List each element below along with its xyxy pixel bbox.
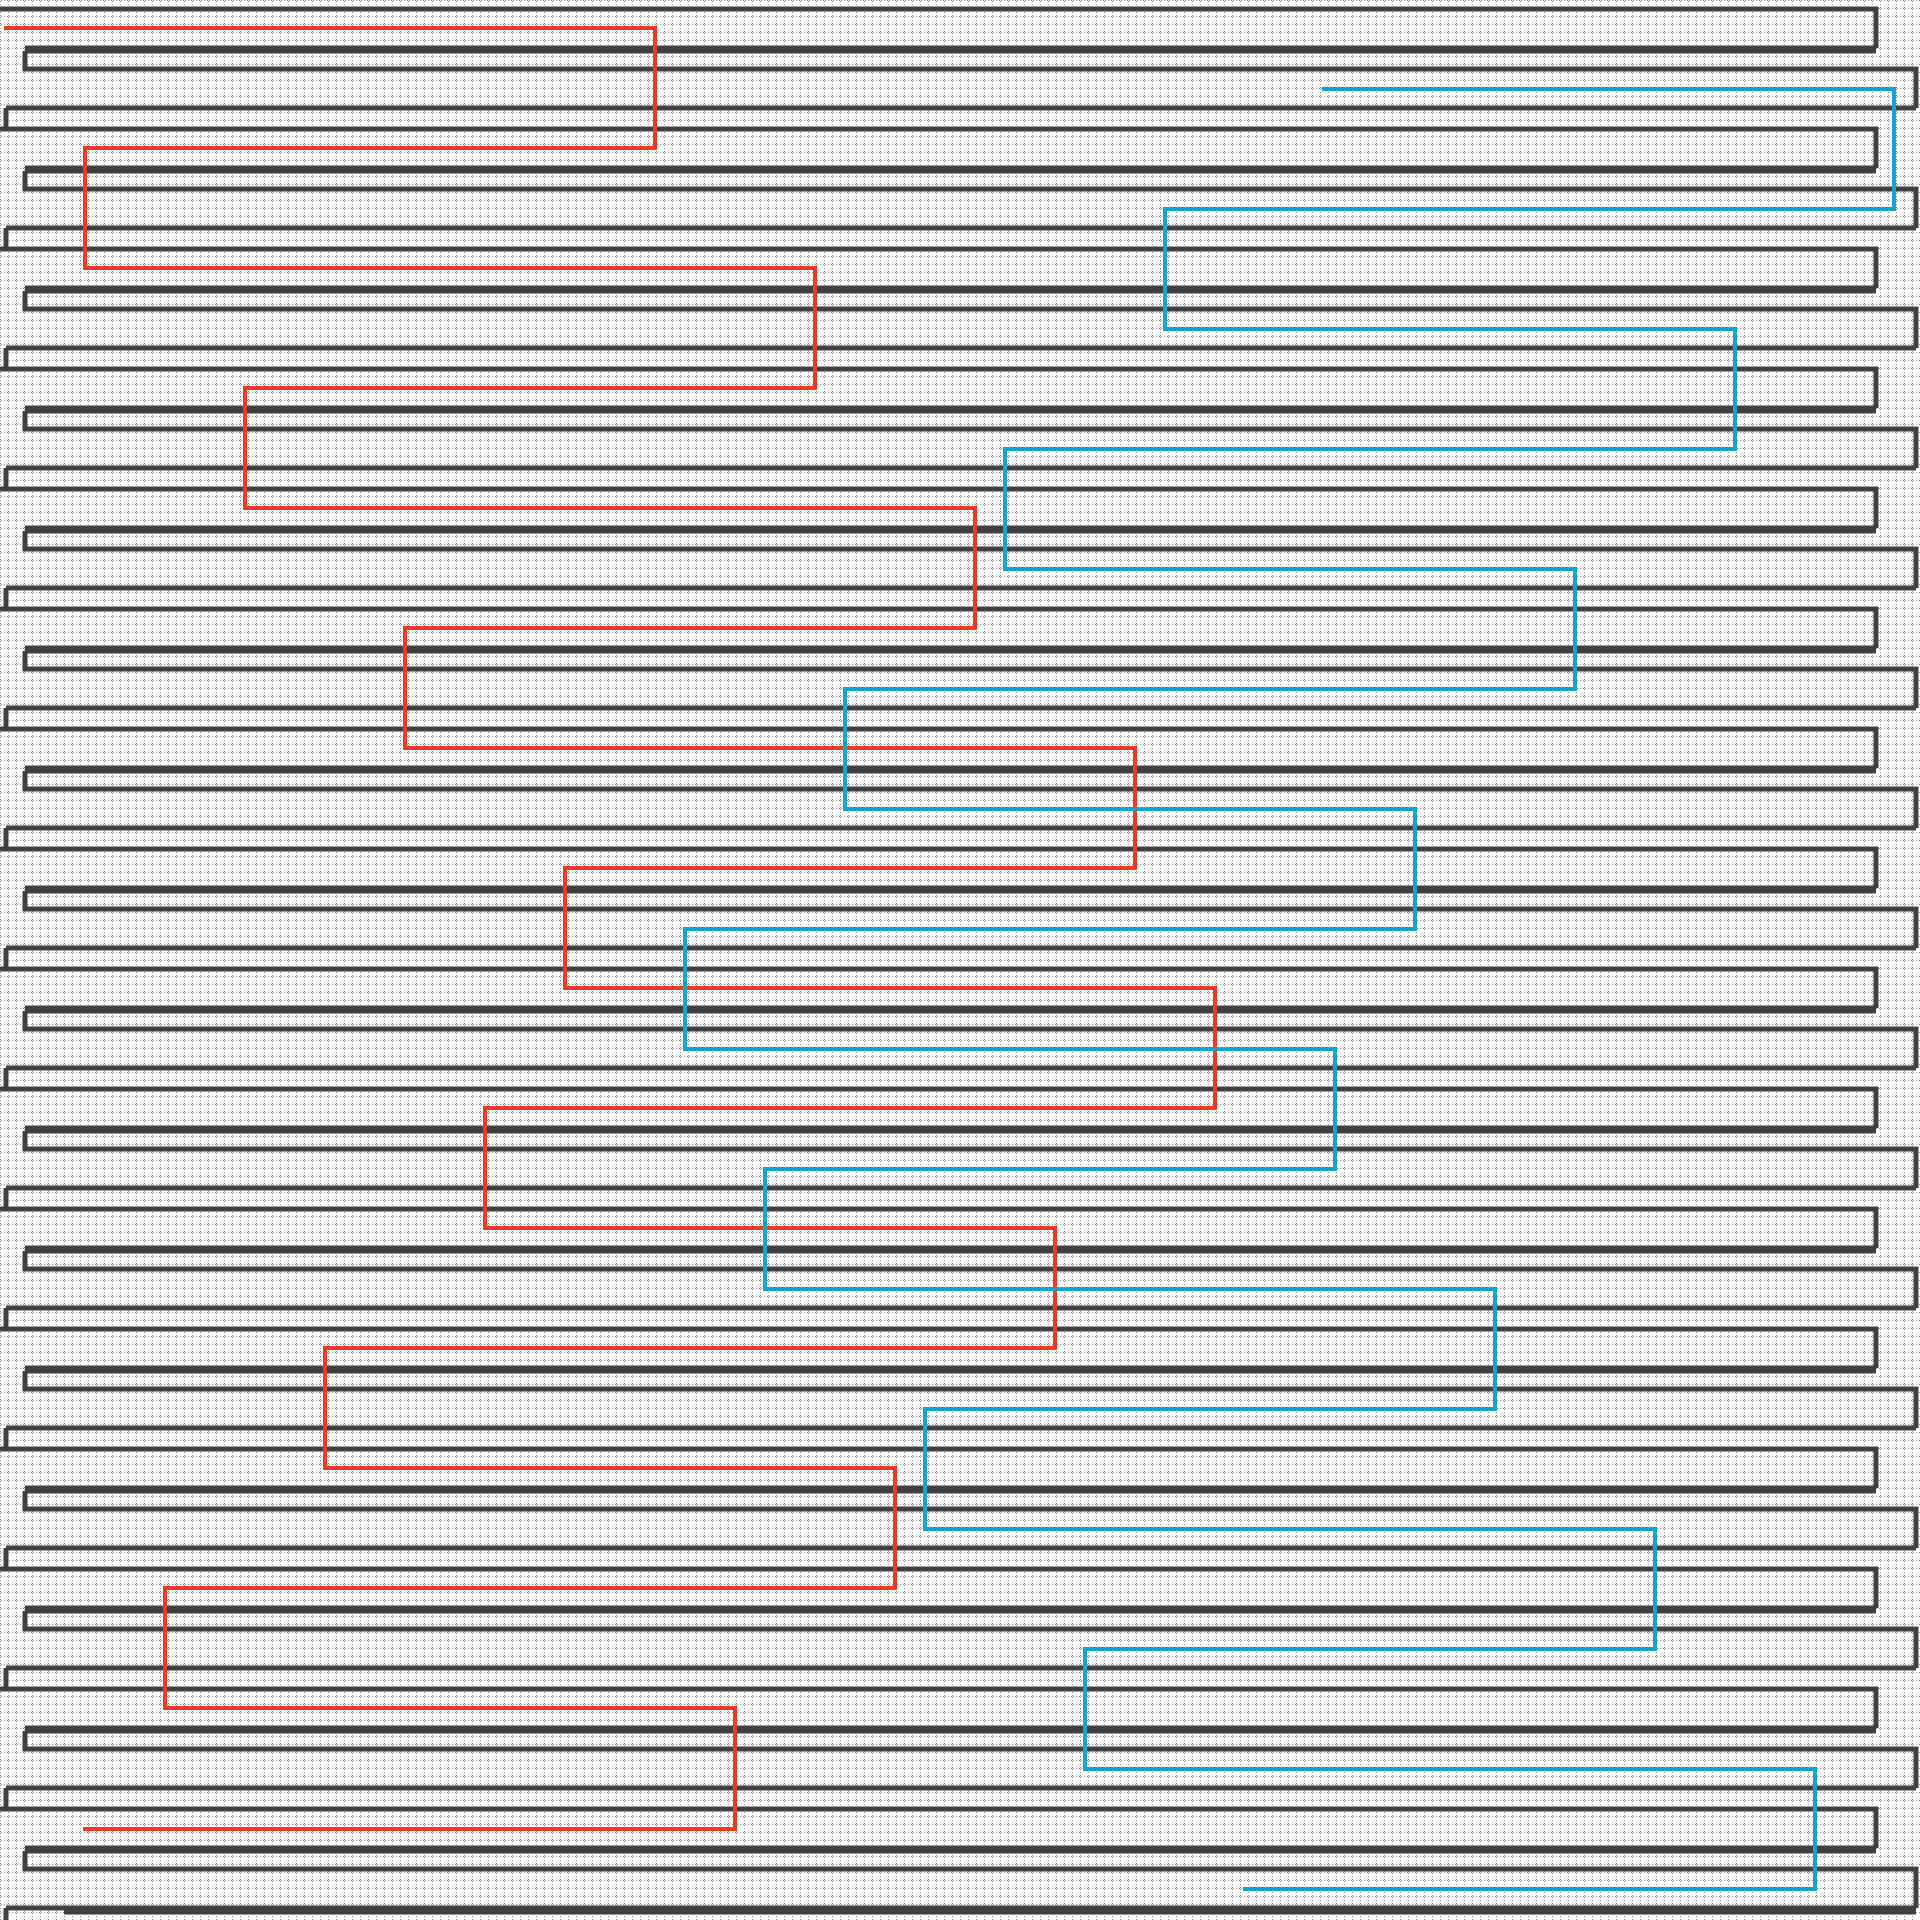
maze-wall [25, 525, 1876, 534]
solution-paths [4, 26, 1896, 1891]
maze-wall [22, 771, 1919, 828]
maze-wall [22, 1251, 1919, 1308]
maze-wall [22, 531, 1919, 588]
maze-wall [22, 1491, 1919, 1548]
maze-wall [22, 1371, 1919, 1428]
maze-wall [3, 1545, 1916, 1569]
maze-wall [3, 225, 1916, 249]
maze-wall [25, 285, 1876, 294]
maze-wall [22, 171, 1919, 228]
maze-wall [0, 1806, 1879, 1848]
maze-wall [3, 825, 1916, 849]
maze-wall [22, 1011, 1919, 1068]
maze-wall [3, 345, 1916, 369]
maze-wall [0, 606, 1879, 648]
maze-wall [3, 1305, 1916, 1329]
maze-wall [25, 1605, 1876, 1614]
maze-wall [3, 465, 1916, 489]
maze-wall [25, 1365, 1876, 1374]
maze-wall [22, 1731, 1919, 1788]
maze-wall [25, 885, 1876, 894]
maze-wall [22, 51, 1919, 108]
red-path [4, 26, 1217, 1831]
maze-wall [3, 1665, 1916, 1689]
maze-wall [22, 651, 1919, 708]
maze-wall [0, 846, 1879, 888]
maze-wall [0, 126, 1879, 168]
maze-wall [0, 6, 1879, 48]
maze-wall [0, 1206, 1879, 1248]
maze-wall [22, 411, 1919, 468]
maze-wall [25, 645, 1876, 654]
maze-wall [22, 291, 1919, 348]
maze-wall [22, 1611, 1919, 1668]
maze-wall [0, 966, 1879, 1008]
maze-wall [0, 246, 1879, 288]
maze-wall [3, 585, 1916, 609]
maze-wall [0, 1566, 1879, 1608]
maze-wall [3, 105, 1916, 129]
maze-wall [25, 165, 1876, 174]
maze-wall [25, 405, 1876, 414]
maze-wall [0, 1686, 1879, 1728]
maze-wall [0, 366, 1879, 408]
maze-wall [25, 1845, 1876, 1854]
maze-wall [0, 1326, 1879, 1368]
maze-wall [3, 705, 1916, 729]
maze-wall [3, 1785, 1916, 1809]
maze-wall [25, 1125, 1876, 1134]
maze-wall [0, 1086, 1879, 1128]
maze-wall [0, 1446, 1879, 1488]
maze-wall [25, 1245, 1876, 1254]
maze-wall [3, 1065, 1916, 1089]
maze-wall [0, 486, 1879, 528]
maze-wall [22, 1851, 1919, 1908]
maze-wall [22, 1131, 1919, 1188]
maze-walls [0, 6, 1919, 1920]
maze-wall [25, 1725, 1876, 1734]
maze-wall [25, 45, 1876, 54]
maze-wall [3, 945, 1916, 969]
maze-wall [0, 726, 1879, 768]
maze-wall [25, 765, 1876, 774]
maze-wall [25, 1485, 1876, 1494]
maze-wall [3, 1185, 1916, 1209]
cyan-path [683, 87, 1896, 1891]
maze-wall [3, 1905, 1916, 1920]
maze-wall [25, 1005, 1876, 1014]
maze-wall [22, 891, 1919, 948]
